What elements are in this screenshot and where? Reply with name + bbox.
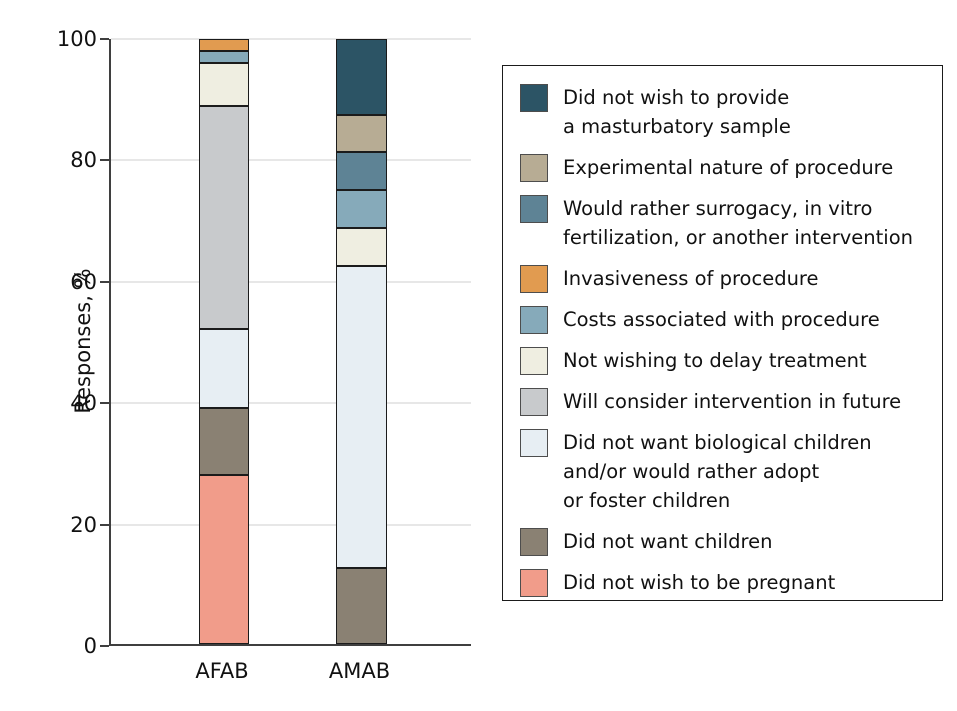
bar-segment [336, 190, 387, 229]
legend-swatch [520, 429, 548, 457]
legend-swatch [520, 388, 548, 416]
legend-swatch [520, 265, 548, 293]
legend-swatch [520, 347, 548, 375]
legend-label: Did not wish to provide a masturbatory s… [563, 86, 791, 138]
gridline-80 [111, 159, 471, 162]
y-tick-label-0: 0 [83, 634, 97, 658]
y-tick-mark-40 [100, 402, 109, 405]
legend-item: Not wishing to delay treatment [520, 346, 928, 375]
legend-item: Would rather surrogacy, in vitro fertili… [520, 194, 928, 252]
bar-segment [336, 114, 387, 153]
legend-item: Costs associated with procedure [520, 305, 928, 334]
y-axis-label: Responses, % [71, 268, 95, 414]
bar-segment [199, 474, 249, 644]
legend-label: Invasiveness of procedure [563, 267, 819, 290]
y-tick-mark-0 [100, 645, 109, 647]
legend-item: Will consider intervention in future [520, 387, 928, 416]
legend-label: Would rather surrogacy, in vitro fertili… [563, 197, 914, 249]
legend-swatch [520, 569, 548, 597]
bar-segment [336, 568, 387, 644]
bar-segment [199, 329, 249, 409]
legend-label: Did not want biological children and/or … [563, 431, 872, 512]
legend-swatch [520, 154, 548, 182]
bar-segment [336, 39, 387, 115]
bar-segment [199, 63, 249, 106]
legend-swatch [520, 195, 548, 223]
legend-item: Did not wish to be pregnant [520, 568, 928, 597]
legend-label: Costs associated with procedure [563, 308, 880, 331]
legend-swatch [520, 84, 548, 112]
bar-segment [336, 152, 387, 191]
legend-label: Did not wish to be pregnant [563, 571, 836, 594]
legend-label: Experimental nature of procedure [563, 156, 894, 179]
legend-item: Did not want biological children and/or … [520, 428, 928, 515]
y-tick-label-40: 40 [70, 391, 97, 416]
plot-area [109, 38, 471, 646]
y-tick-label-20: 20 [70, 512, 97, 537]
bar-segment [199, 39, 249, 52]
gridline-20 [111, 523, 471, 526]
legend-label: Not wishing to delay treatment [563, 349, 867, 372]
legend-swatch [520, 528, 548, 556]
legend-label: Will consider intervention in future [563, 390, 902, 413]
gridline-40 [111, 402, 471, 405]
bar-segment [199, 105, 249, 330]
y-tick-label-80: 80 [70, 148, 97, 173]
gridline-60 [111, 280, 471, 283]
legend-label: Did not want children [563, 530, 773, 553]
legend-item: Experimental nature of procedure [520, 153, 928, 182]
y-tick-mark-60 [100, 280, 109, 283]
legend-item: Did not wish to provide a masturbatory s… [520, 83, 928, 141]
bar-afab [199, 39, 249, 644]
legend: Did not wish to provide a masturbatory s… [502, 65, 943, 601]
y-tick-mark-20 [100, 523, 109, 526]
x-axis-label-afab: AFAB [195, 659, 249, 683]
y-tick-mark-100 [100, 38, 109, 40]
x-axis-label-amab: AMAB [328, 659, 391, 683]
legend-item: Invasiveness of procedure [520, 264, 928, 293]
legend-swatch [520, 306, 548, 334]
bar-segment [336, 228, 387, 266]
y-tick-mark-80 [100, 159, 109, 162]
legend-item: Did not want children [520, 527, 928, 556]
bar-segment [199, 408, 249, 475]
y-tick-label-100: 100 [56, 27, 97, 51]
bar-amab [336, 39, 387, 644]
y-tick-label-60: 60 [70, 269, 97, 294]
bar-segment [336, 265, 387, 569]
bar-segment [199, 51, 249, 64]
gridline-100 [111, 38, 471, 40]
